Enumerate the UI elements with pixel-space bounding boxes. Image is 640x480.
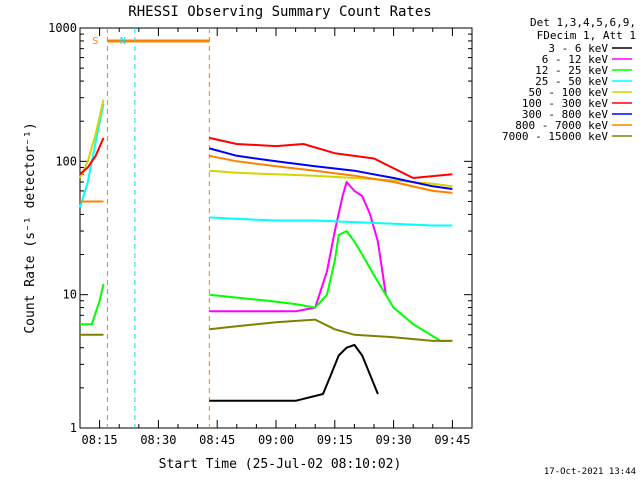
- plot-area: S N 1 10 100 1000 08:15 08:30 08:45 09:00 09:15 09:…: [48, 21, 632, 447]
- series-line-4-seg-1: [209, 169, 453, 188]
- x-tick-label-5: 09:30: [376, 433, 412, 447]
- series-line-2-seg-0: [80, 283, 105, 326]
- x-tick-label-1: 08:30: [140, 433, 176, 447]
- plot-frame: [79, 27, 473, 429]
- legend-entry-label-7: 800 - 7000 keV: [515, 119, 608, 132]
- x-tick-label-3: 09:00: [258, 433, 294, 447]
- y-tick-label-2: 100: [55, 154, 77, 168]
- series-line-1-seg-0: [209, 181, 387, 313]
- legend-title-line-1: Det 1,3,4,5,6,9,: [530, 16, 636, 29]
- x-tick-label-0: 08:15: [82, 433, 118, 447]
- series-line-5-seg-1: [209, 136, 453, 179]
- y-tick-label-1: 10: [63, 288, 77, 302]
- x-axis-label: Start Time (25-Jul-02 08:10:02): [159, 457, 402, 472]
- series-line-6-seg-0: [209, 147, 453, 190]
- legend-entry-label-4: 50 - 100 keV: [529, 86, 609, 99]
- x-tick-label-6: 09:45: [434, 433, 470, 447]
- legend-entry-label-6: 300 - 800 keV: [522, 108, 608, 121]
- series-line-0-seg-0: [209, 343, 379, 402]
- legend-entry-label-0: 3 - 6 keV: [548, 42, 608, 55]
- x-tick-label-4: 09:15: [317, 433, 353, 447]
- flag-marker-label-0: S: [92, 36, 98, 47]
- render-timestamp: 17-Oct-2021 13:44: [544, 467, 636, 477]
- legend-entry-label-3: 25 - 50 keV: [535, 75, 608, 88]
- legend-entry-label-8: 7000 - 15000 keV: [502, 130, 608, 143]
- legend-entry-label-2: 12 - 25 keV: [535, 64, 608, 77]
- x-tick-label-2: 08:45: [199, 433, 235, 447]
- legend-title-line-2: FDecim 1, Att 1: [537, 29, 636, 42]
- y-tick-label-3: 1000: [48, 21, 77, 35]
- series-line-8-seg-1: [209, 318, 453, 342]
- series-line-7-seg-1: [209, 154, 453, 194]
- y-axis-label: Count Rate (s⁻¹ detector⁻¹): [23, 122, 38, 333]
- series-line-2-seg-1: [209, 230, 453, 342]
- legend-entry-label-5: 100 - 300 keV: [522, 97, 608, 110]
- series-line-3-seg-1: [209, 216, 453, 227]
- series-line-5-seg-0: [79, 137, 105, 176]
- y-tick-label-0: 1: [70, 421, 77, 435]
- flag-marker-label-1: N: [120, 36, 126, 47]
- legend-entry-label-1: 6 - 12 keV: [542, 53, 609, 66]
- chart-title: RHESSI Observing Summary Count Rates: [128, 4, 431, 20]
